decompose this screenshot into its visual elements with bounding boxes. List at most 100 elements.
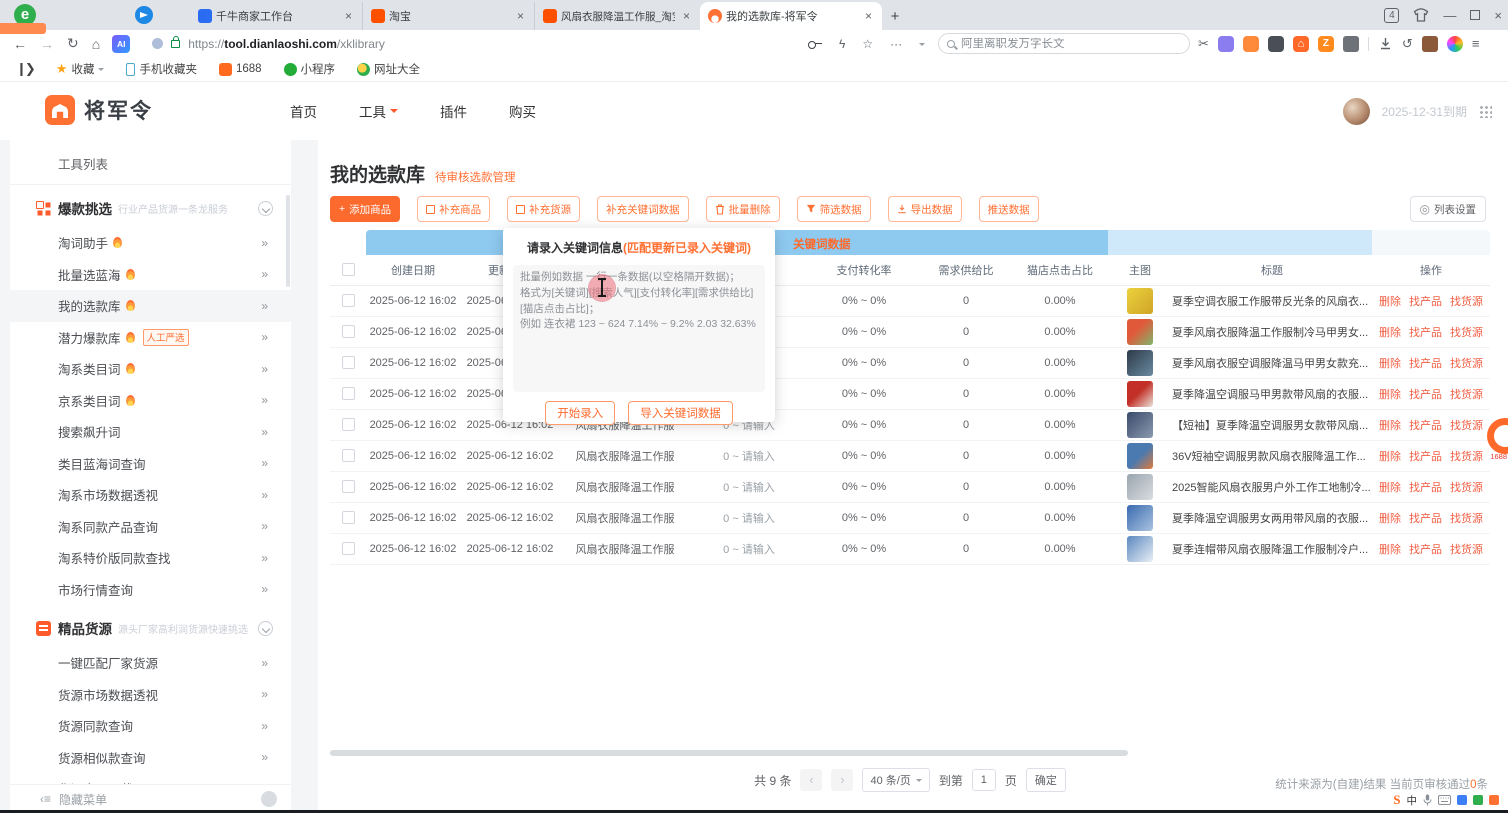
nav-purchase[interactable]: 购买: [509, 105, 536, 120]
close-window-icon[interactable]: ×: [1494, 7, 1502, 23]
ime-tool-blue-icon[interactable]: [1457, 795, 1467, 805]
select-all-checkbox[interactable]: [341, 263, 355, 277]
sidebar-section-jingpin[interactable]: 精品货源 源头厂家高利润货源快速挑选: [10, 605, 291, 647]
product-thumbnail[interactable]: [1127, 287, 1153, 314]
find-source-link[interactable]: 找货源: [1450, 295, 1483, 308]
filter-data-button[interactable]: 筛选数据: [796, 196, 871, 222]
supplement-source-button[interactable]: 补充货源: [507, 196, 581, 222]
cell-search-input[interactable]: 0 ~ 请输入: [690, 471, 808, 503]
tab-count-badge[interactable]: 4: [1384, 7, 1400, 23]
product-title[interactable]: 2025智能风扇衣服男户外工作工地制冷...: [1172, 471, 1372, 503]
row-checkbox[interactable]: [341, 480, 355, 493]
find-product-link[interactable]: 找产品: [1409, 512, 1442, 525]
supplement-product-button[interactable]: 补充商品: [417, 196, 491, 222]
forward-icon[interactable]: →: [40, 35, 54, 52]
delete-link[interactable]: 删除: [1379, 326, 1401, 339]
delete-link[interactable]: 删除: [1379, 450, 1401, 463]
product-title[interactable]: 夏季连帽带风扇衣服降温工作服制冷户...: [1172, 533, 1372, 565]
prev-page-button[interactable]: ‹: [800, 769, 823, 791]
row-checkbox[interactable]: [341, 418, 355, 431]
batch-delete-button[interactable]: 批量删除: [705, 196, 780, 222]
sidebar-item[interactable]: 淘系同款产品查询 »: [10, 511, 291, 543]
find-source-link[interactable]: 找货源: [1450, 481, 1483, 494]
delete-link[interactable]: 删除: [1379, 512, 1401, 525]
nav-tools[interactable]: 工具: [359, 101, 398, 121]
product-thumbnail[interactable]: [1127, 411, 1153, 438]
chevron-down-icon[interactable]: [919, 42, 926, 49]
tv-extension-icon[interactable]: [1267, 35, 1284, 52]
supplement-keyword-button[interactable]: 补充关键词数据: [597, 196, 689, 222]
sidebar-toggle-icon[interactable]: ❙❯: [16, 61, 36, 76]
find-source-link[interactable]: 找货源: [1450, 450, 1483, 463]
confirm-button[interactable]: 确定: [1025, 768, 1066, 792]
row-checkbox[interactable]: [341, 449, 355, 462]
product-thumbnail[interactable]: [1127, 535, 1153, 562]
sidebar-item[interactable]: 货源相似款查询 »: [10, 742, 291, 774]
start-entry-button[interactable]: 开始录入: [545, 401, 616, 425]
bookmark-1688[interactable]: 1688: [218, 62, 262, 76]
sogou-icon[interactable]: S: [1393, 792, 1401, 807]
push-data-button[interactable]: 推送数据: [978, 196, 1039, 222]
export-data-button[interactable]: 导出数据: [887, 196, 962, 222]
delete-link[interactable]: 删除: [1379, 388, 1401, 401]
scissors-icon[interactable]: ✂: [1198, 35, 1209, 51]
bookmark-favorites[interactable]: ★ 收藏: [56, 61, 105, 77]
sidebar-section-baokuan[interactable]: 爆款挑选 行业产品货源一条龙服务: [10, 185, 291, 227]
search-input[interactable]: [961, 37, 1181, 50]
delete-link[interactable]: 删除: [1379, 543, 1401, 556]
find-product-link[interactable]: 找产品: [1409, 326, 1442, 339]
delete-link[interactable]: 删除: [1379, 295, 1401, 308]
row-checkbox[interactable]: [341, 294, 355, 307]
bookmark-miniapp[interactable]: 小程序: [283, 61, 335, 77]
app-logo[interactable]: 将军令: [45, 95, 153, 125]
find-source-link[interactable]: 找货源: [1450, 388, 1483, 401]
sidebar-item[interactable]: 类目蓝海词查询 »: [10, 448, 291, 480]
menu-icon[interactable]: ≡: [1471, 35, 1480, 51]
browser-logo-icon[interactable]: e: [14, 4, 36, 26]
sidebar-item[interactable]: 搜索飙升词 »: [10, 416, 291, 448]
page-subtitle[interactable]: 待审核选款管理: [435, 172, 516, 184]
apps-grid-icon[interactable]: [1479, 104, 1492, 118]
cell-search-input[interactable]: 0 ~ 请输入: [690, 502, 808, 534]
download-icon[interactable]: [1378, 36, 1393, 51]
delete-link[interactable]: 删除: [1379, 419, 1401, 432]
new-tab-button[interactable]: +: [890, 8, 900, 25]
keyword-input-area[interactable]: 批量例如数据 一行一条数据(以空格隔开数据)； 格式为[关键词][搜索人气][支…: [513, 265, 765, 392]
bookmark-phone-favorites[interactable]: 手机收藏夹: [126, 61, 197, 77]
row-checkbox[interactable]: [341, 511, 355, 524]
ime-tool-orange-icon[interactable]: [1489, 795, 1499, 805]
product-thumbnail[interactable]: [1127, 380, 1153, 407]
sidebar-item[interactable]: 淘系市场数据透视 »: [10, 479, 291, 511]
sidebar-item[interactable]: 我的选款库 »: [10, 290, 291, 322]
tab-xuankuanku-active[interactable]: 我的选款库-将军令 ×: [700, 2, 882, 30]
find-product-link[interactable]: 找产品: [1409, 388, 1442, 401]
bolt-icon[interactable]: ϟ: [839, 36, 846, 51]
sidebar-item[interactable]: 淘系类目词 »: [10, 353, 291, 385]
profile-color-icon[interactable]: [1446, 35, 1463, 52]
password-key-icon[interactable]: [808, 40, 822, 49]
cell-search-input[interactable]: 0 ~ 请输入: [690, 533, 808, 565]
row-checkbox[interactable]: [341, 387, 355, 400]
ime-tool-green-icon[interactable]: [1473, 795, 1483, 805]
horizontal-scrollbar[interactable]: [330, 750, 1128, 756]
next-page-button[interactable]: ›: [831, 769, 854, 791]
find-product-link[interactable]: 找产品: [1409, 450, 1442, 463]
sidebar-item[interactable]: 潜力爆款库 人工严选 »: [10, 322, 291, 354]
sidebar-item[interactable]: 淘词助手 »: [10, 227, 291, 259]
tab-close-icon[interactable]: ×: [344, 9, 352, 23]
product-title[interactable]: 夏季风扇衣服降温工作服制冷马甲男女...: [1172, 316, 1372, 348]
feedback-circle-icon[interactable]: [261, 791, 277, 807]
find-product-link[interactable]: 找产品: [1409, 419, 1442, 432]
home-icon[interactable]: ⌂: [91, 35, 101, 52]
product-thumbnail[interactable]: [1127, 473, 1153, 500]
back-icon[interactable]: ←: [13, 35, 27, 52]
sidebar-item[interactable]: 淘系特价版同款查找 »: [10, 542, 291, 574]
sidebar-item[interactable]: 京系类目词 »: [10, 385, 291, 417]
tab-taobao-search[interactable]: 风扇衣服降温工作服_淘宝搜索 ×: [534, 2, 700, 30]
ime-toolbar[interactable]: S 中: [1389, 791, 1503, 809]
find-product-link[interactable]: 找产品: [1409, 543, 1442, 556]
tab-taobao[interactable]: 淘宝 ×: [362, 2, 534, 30]
ai-assistant-icon[interactable]: AI: [112, 34, 131, 53]
z-extension-icon[interactable]: Z: [1317, 35, 1334, 52]
restore-icon[interactable]: [1470, 10, 1481, 20]
